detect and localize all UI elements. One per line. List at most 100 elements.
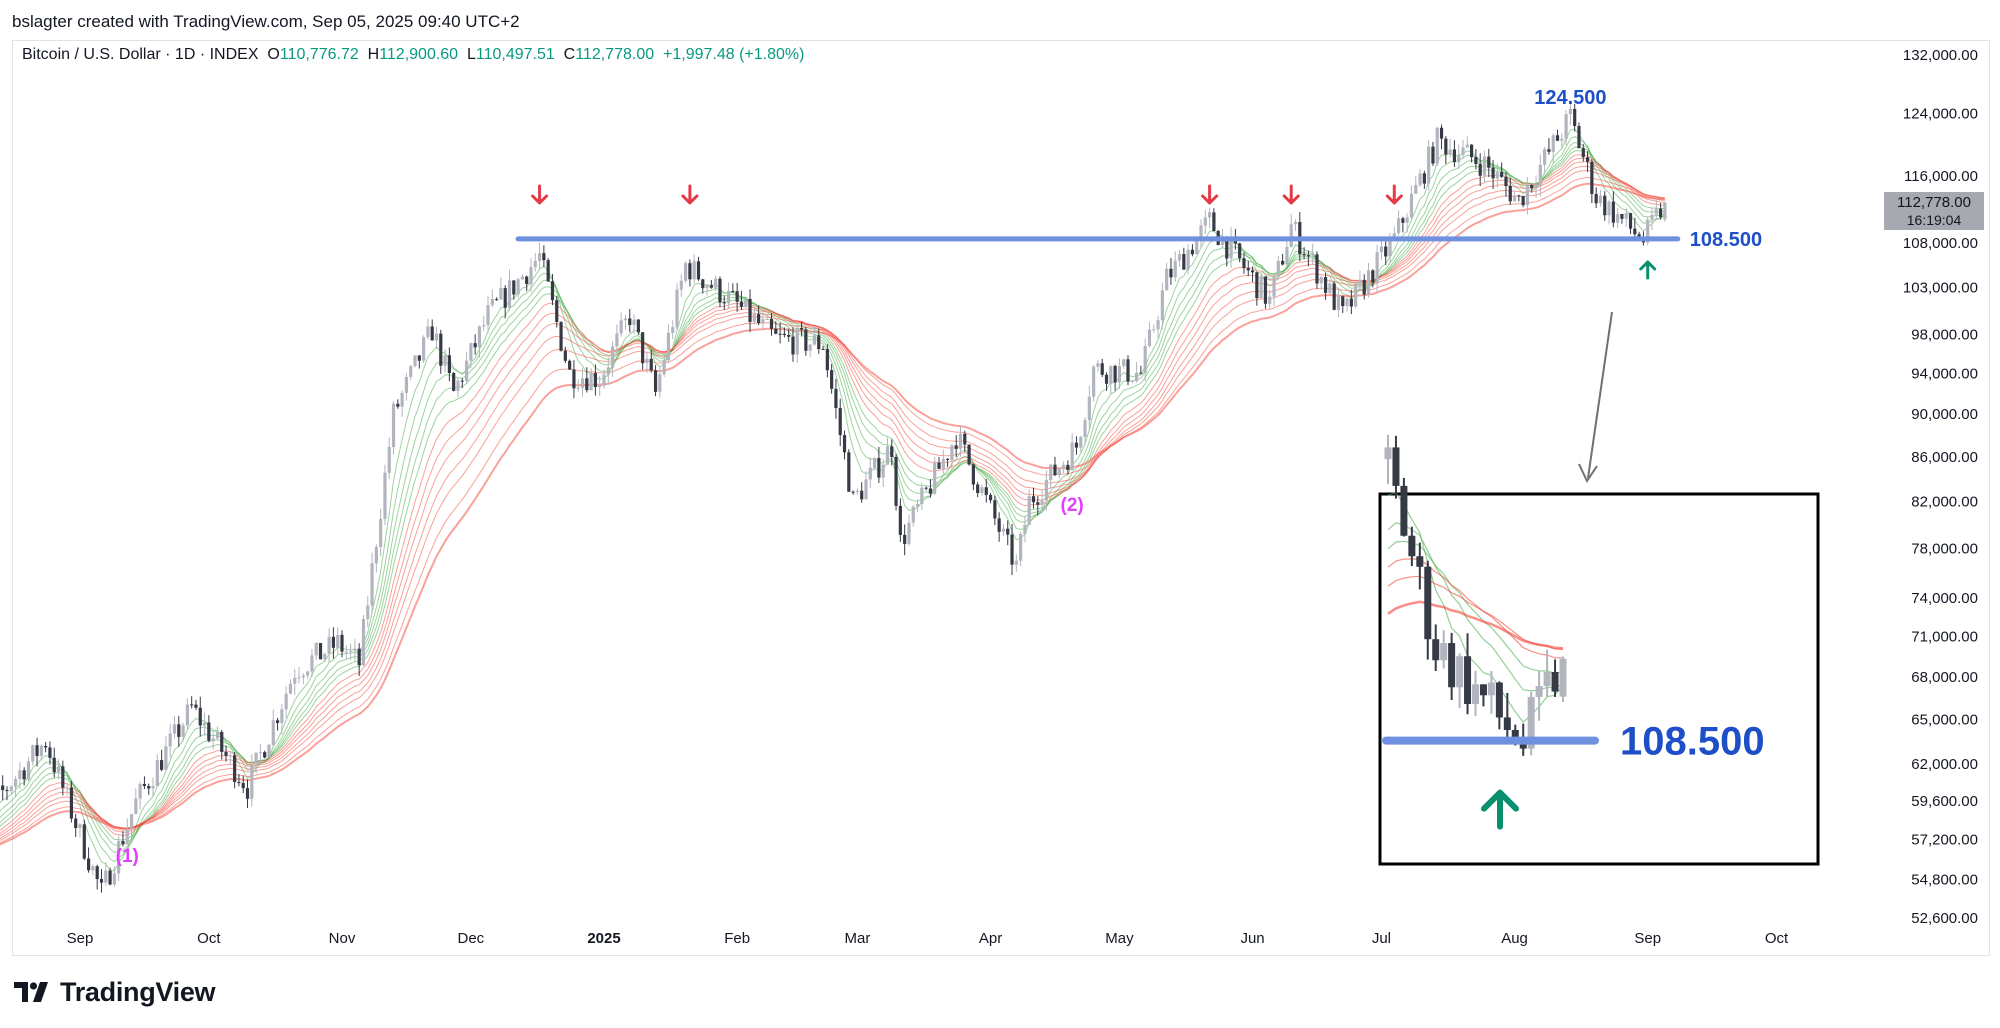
candle	[546, 258, 550, 283]
candle-body	[778, 333, 782, 335]
candle	[1293, 219, 1298, 232]
inset-candle	[1495, 681, 1503, 730]
candle-body	[963, 433, 967, 445]
price-axis-tick: 52,600.00	[1911, 910, 1978, 927]
candle-body	[1036, 502, 1040, 505]
candle-body	[39, 746, 43, 756]
candle-body	[1504, 176, 1508, 187]
candle-body	[615, 333, 619, 347]
candle	[1521, 195, 1525, 208]
inset-candle	[1487, 671, 1495, 714]
candle	[1186, 244, 1190, 275]
candle	[1289, 213, 1293, 248]
candle-body	[516, 279, 520, 295]
candle-body	[117, 841, 121, 874]
candle-body	[1517, 195, 1521, 197]
candle-body	[104, 870, 108, 883]
candle	[516, 277, 520, 299]
candle	[714, 275, 718, 292]
candle-body	[56, 766, 61, 773]
candle	[520, 274, 524, 280]
candle-body	[1208, 212, 1212, 218]
candle-body	[1650, 214, 1654, 220]
candle-body	[653, 370, 658, 392]
candle-body	[108, 870, 112, 885]
candle	[1130, 380, 1134, 384]
candle	[1547, 138, 1551, 155]
candle-body	[422, 337, 426, 361]
candle-body	[336, 634, 340, 648]
candle	[662, 354, 666, 377]
candle-body	[1384, 246, 1388, 257]
candle-body	[1113, 365, 1117, 383]
candle	[907, 514, 911, 546]
candle	[1354, 283, 1358, 309]
candle	[267, 743, 271, 758]
candle-body	[825, 349, 829, 371]
time-axis-tick: Jun	[1240, 930, 1264, 947]
candle	[1165, 262, 1169, 291]
candle	[190, 696, 194, 709]
candle-body	[275, 720, 280, 723]
candle	[1409, 185, 1414, 219]
inset-ema-line	[1387, 600, 1564, 650]
inset-candle-body	[1487, 682, 1495, 696]
candle-body	[430, 326, 434, 341]
candle-body	[74, 818, 78, 828]
candle	[799, 321, 804, 337]
candle	[1096, 360, 1100, 372]
candle-body	[447, 355, 451, 374]
candle-body	[323, 653, 327, 660]
candle	[971, 463, 975, 491]
candle-body	[1173, 260, 1177, 278]
candle	[1422, 170, 1426, 189]
candle	[1190, 244, 1195, 257]
candle	[155, 754, 159, 787]
candle	[1452, 140, 1457, 167]
candle	[963, 430, 967, 453]
candle	[563, 346, 567, 364]
candle-body	[967, 444, 971, 465]
candle	[13, 775, 18, 798]
candle	[78, 823, 82, 838]
candle-body	[1491, 167, 1495, 179]
candle	[615, 324, 619, 356]
price-axis[interactable]: 132,000.00 124,000.00 116,000.00 108,000.00…	[1903, 47, 1978, 927]
candle	[1560, 133, 1564, 150]
time-axis[interactable]: Sep Oct Nov Dec 2025 Feb Mar Apr May Jun Jul Aug Sep…	[67, 930, 1789, 947]
candle	[215, 726, 220, 741]
candle	[1362, 274, 1366, 300]
time-axis-tick: Sep	[1634, 930, 1661, 947]
support-line-group[interactable]: 108.500	[515, 229, 1762, 251]
tradingview-logo[interactable]: TradingView	[14, 974, 216, 1010]
candle-body	[525, 276, 529, 285]
candle-body	[701, 279, 705, 289]
candle-body	[529, 267, 533, 285]
candle-body	[542, 253, 546, 261]
candle	[413, 355, 417, 368]
candle	[1177, 249, 1182, 267]
candle	[619, 312, 623, 337]
candle	[1470, 144, 1474, 163]
support-level-label: 108.500	[1690, 229, 1762, 251]
price-axis-tick: 57,200.00	[1911, 831, 1978, 848]
candle-body	[1530, 185, 1534, 189]
symbol-title[interactable]: Bitcoin / U.S. Dollar · 1D · INDEX	[22, 46, 259, 63]
candle	[1049, 464, 1053, 489]
candle	[1061, 461, 1066, 474]
candle-body	[310, 655, 314, 672]
candle	[104, 862, 108, 886]
candle	[1431, 141, 1435, 166]
candle-body	[855, 490, 860, 493]
chart-pane[interactable]	[12, 40, 1990, 956]
price-axis-tick: 82,000.00	[1911, 494, 1978, 511]
candle-body	[26, 761, 31, 780]
candle	[1281, 253, 1285, 266]
candle-body	[237, 782, 241, 784]
candle	[271, 709, 275, 748]
candle	[228, 751, 232, 765]
candle-body	[757, 314, 761, 324]
candle-body	[211, 738, 215, 741]
